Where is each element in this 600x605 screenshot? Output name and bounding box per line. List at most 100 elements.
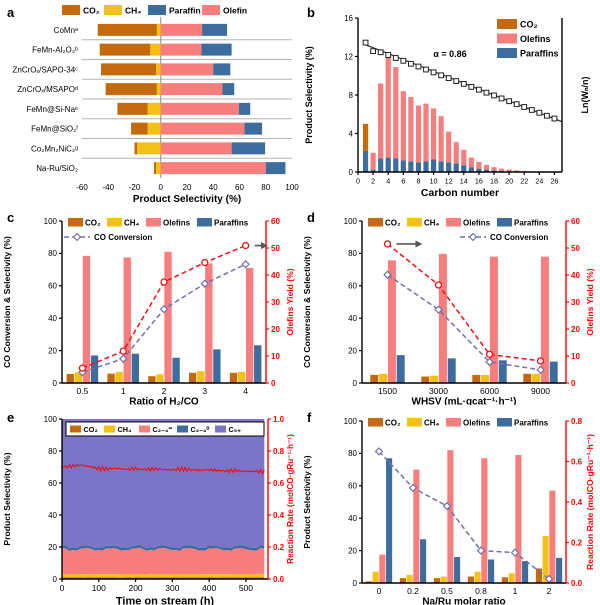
- svg-text:20: 20: [348, 546, 357, 555]
- svg-text:Ratio of H₂/CO: Ratio of H₂/CO: [129, 397, 199, 406]
- svg-text:30: 30: [271, 298, 280, 307]
- svg-text:60: 60: [571, 217, 580, 226]
- svg-text:40: 40: [48, 511, 57, 520]
- svg-text:20: 20: [183, 183, 192, 192]
- svg-text:2: 2: [547, 586, 552, 596]
- svg-text:9000: 9000: [531, 386, 550, 396]
- svg-text:0.4: 0.4: [571, 498, 583, 507]
- svg-text:4: 4: [386, 177, 390, 186]
- svg-text:10: 10: [430, 177, 438, 186]
- svg-text:80: 80: [48, 447, 57, 456]
- svg-text:40: 40: [571, 271, 580, 280]
- svg-text:0: 0: [60, 583, 65, 593]
- svg-text:0: 0: [159, 183, 164, 192]
- svg-text:500: 500: [239, 583, 253, 593]
- svg-text:4: 4: [349, 129, 354, 138]
- svg-text:6000: 6000: [480, 386, 499, 396]
- svg-text:0.8: 0.8: [475, 586, 487, 596]
- panel-c: 0.5 1 2 3 4 0 20 40 60 80 100 0 10 20 30 40 50 60 CO₂ CH₄ Ol…: [0, 205, 300, 405]
- svg-text:CH₄: CH₄: [424, 419, 440, 428]
- svg-text:100: 100: [285, 183, 299, 192]
- svg-text:Olefin: Olefin: [223, 6, 247, 16]
- svg-text:30: 30: [571, 298, 580, 307]
- svg-text:WHSV (mL·gcat⁻¹·h⁻¹): WHSV (mL·gcat⁻¹·h⁻¹): [412, 397, 517, 406]
- svg-text:FeMn@Si-Naᵉ: FeMn@Si-Naᵉ: [26, 105, 78, 114]
- svg-text:20: 20: [505, 177, 513, 186]
- svg-text:0: 0: [271, 379, 276, 388]
- svg-text:Olefins Yield (%): Olefins Yield (%): [585, 268, 595, 335]
- svg-text:CoMnᵃ: CoMnᵃ: [54, 26, 79, 35]
- panel-b: α = 0.86 0 4 8 12 16 0 2 4 6 8 10 12 14 16 18 20 22 24 26 CO…: [300, 0, 600, 205]
- svg-text:CO₂: CO₂: [520, 20, 538, 30]
- svg-text:CO₂: CO₂: [85, 219, 101, 228]
- svg-text:CO Conversion & Selectivity (%: CO Conversion & Selectivity (%): [302, 236, 312, 368]
- svg-text:CH₄: CH₄: [424, 219, 440, 228]
- svg-text:22: 22: [520, 177, 528, 186]
- svg-text:10: 10: [271, 352, 280, 361]
- svg-text:60: 60: [48, 479, 57, 488]
- svg-text:0: 0: [53, 379, 58, 388]
- panel-a-chart: CO₂ CH₄ Paraffin Olefin CoMnᵃ FeMn-Al₂O₃ᵇ ZnCr…: [13, 5, 299, 205]
- panel-a-letter: a: [7, 5, 15, 20]
- panel-d-chart: 1500 3000 6000 9000 0 20 40 60 80 100 0 10 20 30 40 50 6…: [302, 217, 595, 406]
- svg-text:CH₄: CH₄: [125, 6, 141, 16]
- svg-text:Co₂Mn₂NiC₂ᵍ: Co₂Mn₂NiC₂ᵍ: [31, 144, 78, 153]
- svg-text:16: 16: [475, 177, 483, 186]
- svg-text:0: 0: [356, 177, 360, 186]
- svg-text:20: 20: [571, 325, 580, 334]
- svg-text:CO Conversion: CO Conversion: [490, 233, 548, 242]
- svg-text:0.0: 0.0: [273, 575, 285, 584]
- svg-text:0.2: 0.2: [407, 586, 419, 596]
- svg-text:50: 50: [571, 244, 580, 253]
- svg-text:Olefins: Olefins: [163, 219, 191, 228]
- svg-text:CO₂: CO₂: [83, 6, 100, 16]
- svg-text:20: 20: [48, 346, 57, 355]
- svg-text:60: 60: [48, 282, 57, 291]
- svg-text:Product Selectivity (%): Product Selectivity (%): [304, 46, 314, 144]
- svg-text:24: 24: [535, 177, 543, 186]
- svg-text:0: 0: [377, 586, 382, 596]
- svg-text:40: 40: [209, 183, 218, 192]
- svg-text:Paraffins: Paraffins: [514, 219, 549, 228]
- svg-text:0.5: 0.5: [441, 586, 453, 596]
- panel-b-letter: b: [307, 5, 315, 20]
- svg-text:α = 0.86: α = 0.86: [433, 49, 466, 59]
- panel-f-chart: 0 0.2 0.5 0.8 1 20204060801000.00.20.40.60.8C…: [302, 417, 595, 605]
- svg-text:12: 12: [344, 52, 353, 61]
- svg-text:80: 80: [261, 183, 270, 192]
- svg-text:0.8: 0.8: [273, 447, 285, 456]
- svg-text:40: 40: [348, 514, 357, 523]
- svg-text:Na-Ru/SiO₂: Na-Ru/SiO₂: [36, 164, 78, 173]
- svg-text:Product Selectivity (%): Product Selectivity (%): [2, 452, 12, 545]
- svg-text:Product Selectivity (%): Product Selectivity (%): [133, 194, 241, 205]
- panel-a: CO₂ CH₄ Paraffin Olefin CoMnᵃ FeMn-Al₂O₃ᵇ ZnCr…: [0, 0, 300, 205]
- svg-text:18: 18: [490, 177, 498, 186]
- svg-text:0: 0: [571, 379, 576, 388]
- svg-text:-20: -20: [129, 183, 141, 192]
- svg-text:20: 20: [271, 325, 280, 334]
- svg-text:-40: -40: [102, 183, 114, 192]
- svg-text:0.5: 0.5: [76, 386, 88, 396]
- svg-text:Product Selectivity (%): Product Selectivity (%): [302, 455, 312, 548]
- svg-text:CH₄: CH₄: [124, 219, 140, 228]
- svg-text:Olefins: Olefins: [463, 219, 491, 228]
- svg-text:3000: 3000: [429, 386, 448, 396]
- panel-d-letter: d: [307, 210, 315, 225]
- svg-text:60: 60: [348, 482, 357, 491]
- svg-text:40: 40: [271, 271, 280, 280]
- svg-text:C₂₋₄⁰: C₂₋₄⁰: [191, 425, 210, 434]
- svg-text:ZnCrOₓ/MSAPOᵈ: ZnCrOₓ/MSAPOᵈ: [17, 85, 78, 94]
- svg-text:20: 20: [348, 346, 357, 355]
- svg-text:Olefins: Olefins: [463, 419, 491, 428]
- svg-text:1: 1: [513, 586, 518, 596]
- svg-text:CO Conversion: CO Conversion: [94, 233, 152, 242]
- svg-text:1: 1: [121, 386, 126, 396]
- svg-text:0: 0: [353, 579, 358, 588]
- svg-text:C₅₊: C₅₊: [229, 425, 242, 434]
- svg-text:80: 80: [348, 249, 357, 258]
- svg-text:0: 0: [349, 168, 354, 177]
- svg-text:Paraffins: Paraffins: [514, 419, 549, 428]
- svg-text:300: 300: [165, 583, 179, 593]
